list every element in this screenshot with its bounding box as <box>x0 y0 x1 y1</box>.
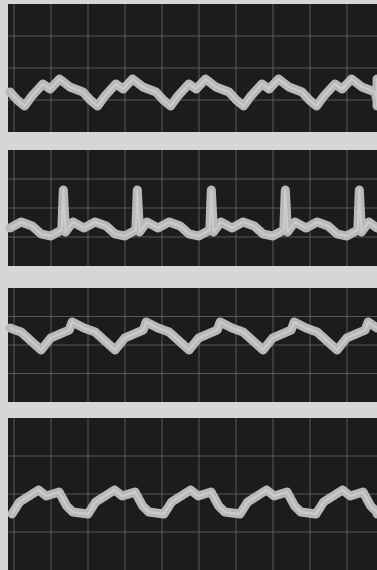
waveform-trace-core <box>9 189 377 237</box>
waveform-trace-core <box>9 321 377 351</box>
waveform-trace-core <box>9 78 377 107</box>
waveform-trace-core <box>11 489 377 515</box>
